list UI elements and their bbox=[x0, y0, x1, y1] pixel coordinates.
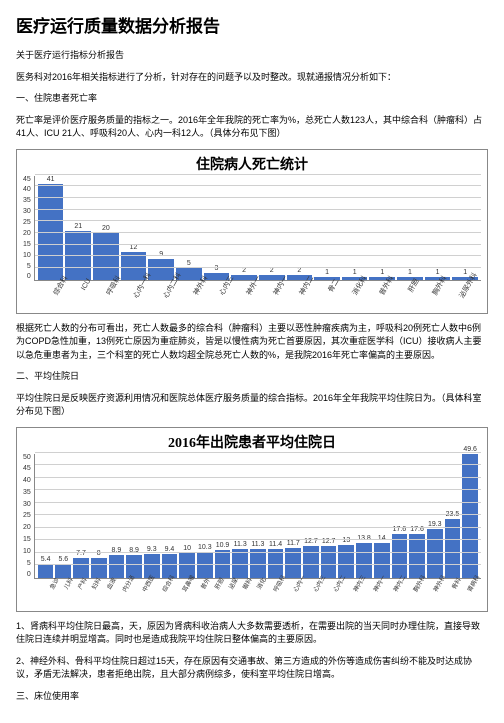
bar-value: 2 bbox=[297, 267, 301, 274]
chart2-xlabels: 急诊儿科产科妇科血液内分泌中西医综合科耳鼻喉普外肝胆泌尿眼科消化呼吸科心内一心内… bbox=[41, 579, 481, 609]
chart1-title: 住院病人死亡统计 bbox=[23, 154, 481, 174]
chart2-yaxis: 50454035302520151050 bbox=[23, 454, 34, 579]
bar-value: 11.3 bbox=[251, 541, 264, 548]
bar-value: 10.9 bbox=[216, 542, 230, 549]
bar-value: 14 bbox=[378, 535, 386, 542]
bar-value: 41 bbox=[47, 176, 55, 183]
bar-value: 2 bbox=[270, 267, 274, 274]
bar-col: 10.9 bbox=[215, 542, 231, 577]
intro-2: 医务科对2016年相关指标进行了分析，针对存在的问题予以及时整改。现就通报情况分… bbox=[16, 71, 488, 85]
section-2-body: 平均住院日是反映医疗资源利用情况和医院总体医疗服务质量的综合指标。2016年全年… bbox=[16, 392, 488, 419]
los-chart: 2016年出院患者平均住院日 50454035302520151050 5.4 5… bbox=[16, 427, 488, 612]
bar bbox=[445, 519, 461, 578]
death-chart: 住院病人死亡统计 454035302520151050 412120129532… bbox=[16, 149, 488, 314]
bar bbox=[55, 564, 71, 578]
bar bbox=[409, 534, 425, 578]
bar-col: 13.8 bbox=[356, 535, 372, 578]
bar-col: 41 bbox=[38, 176, 64, 280]
bar-value: 2 bbox=[242, 267, 246, 274]
chart1-yaxis: 454035302520151050 bbox=[23, 176, 34, 281]
chart2-plot: 5.45.67.788.98.99.39.41010.310.911.311.3… bbox=[34, 454, 481, 579]
bar bbox=[427, 529, 443, 577]
bar bbox=[321, 546, 337, 578]
bar-col: 13 bbox=[338, 537, 354, 578]
bar-value: 20 bbox=[102, 225, 110, 232]
bar-value: 1 bbox=[325, 269, 329, 276]
bar-value: 1 bbox=[380, 269, 384, 276]
bar bbox=[338, 545, 354, 578]
bar-value: 1 bbox=[408, 269, 412, 276]
bar-value: 3 bbox=[215, 265, 219, 272]
bar-value: 11.4 bbox=[269, 541, 282, 548]
bar bbox=[109, 555, 125, 577]
section-2-note-2: 2、神经外科、骨科平均住院日超过15天，存在原因有交通事故、第三方造成的外伤等造… bbox=[16, 655, 488, 682]
bar-value: 11.3 bbox=[234, 541, 247, 548]
bar-col: 12.7 bbox=[303, 538, 319, 578]
chart2-title: 2016年出院患者平均住院日 bbox=[23, 432, 481, 452]
bar-value: 5 bbox=[187, 260, 191, 267]
bar-value: 9 bbox=[159, 251, 163, 258]
bar-value: 11.7 bbox=[287, 540, 300, 547]
section-1-analysis: 根据死亡人数的分布可看出，死亡人数最多的综合科（肿瘤科）主要以恶性肿瘤疾病为主，… bbox=[16, 322, 488, 363]
bar bbox=[91, 558, 107, 578]
bar-value: 1 bbox=[353, 269, 357, 276]
chart1-plot: 41212012953222111111 bbox=[34, 176, 481, 281]
bar bbox=[303, 546, 319, 578]
section-2-title: 二、平均住院日 bbox=[16, 370, 488, 384]
bar-col: 12.7 bbox=[321, 538, 337, 578]
bar bbox=[144, 554, 160, 577]
bar-col: 11.4 bbox=[268, 541, 284, 578]
bar-col: 14 bbox=[374, 535, 390, 578]
section-1-title: 一、住院患者死亡率 bbox=[16, 92, 488, 106]
bar-col: 11.3 bbox=[250, 541, 266, 577]
bar-col: 10.3 bbox=[197, 544, 213, 578]
bar bbox=[73, 558, 89, 577]
bar-col: 49.6 bbox=[462, 446, 478, 578]
bar-value: 12 bbox=[130, 244, 138, 251]
bar-value: 1 bbox=[463, 269, 467, 276]
bar-col: 11.3 bbox=[232, 541, 248, 577]
bar-col: 23.5 bbox=[445, 511, 461, 578]
chart1-xlabels: 综合科ICU呼吸科心内一科心内二科神外科心内三神外一神内一神内二骨二消化科普外科… bbox=[41, 281, 481, 311]
bar bbox=[392, 534, 408, 578]
bar bbox=[38, 564, 54, 578]
bar-col: 5.4 bbox=[38, 556, 54, 578]
bar bbox=[462, 454, 478, 578]
bar-col: 5.6 bbox=[55, 556, 71, 578]
section-3-title: 三、床位使用率 bbox=[16, 690, 488, 704]
bar-value: 5.6 bbox=[58, 556, 68, 563]
section-2-note-1: 1、肾病科平均住院日最高，天，原因为肾病科收治病人大多数需要透析，在需要出院的当… bbox=[16, 620, 488, 647]
page-title: 医疗运行质量数据分析报告 bbox=[16, 12, 488, 37]
bar-value: 10.3 bbox=[198, 544, 212, 551]
bar-value: 5.4 bbox=[41, 556, 51, 563]
bar-value: 21 bbox=[74, 223, 82, 230]
bar-col: 19.3 bbox=[427, 521, 443, 577]
bar bbox=[374, 543, 390, 578]
bar-col: 10 bbox=[179, 545, 195, 578]
section-1-body: 死亡率是评价医疗服务质量的指标之一。2016年全年我院的死亡率为%，总死亡人数1… bbox=[16, 114, 488, 141]
intro-1: 关于医疗运行指标分析报告 bbox=[16, 49, 488, 63]
bar-value: 10 bbox=[183, 545, 191, 552]
